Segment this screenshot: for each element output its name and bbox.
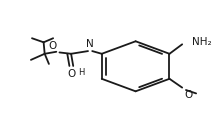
Text: NH₂: NH₂: [192, 37, 211, 47]
Text: O: O: [67, 69, 76, 79]
Text: H: H: [79, 68, 85, 77]
Text: O: O: [185, 90, 193, 100]
Text: N: N: [86, 39, 94, 49]
Text: O: O: [48, 41, 56, 51]
